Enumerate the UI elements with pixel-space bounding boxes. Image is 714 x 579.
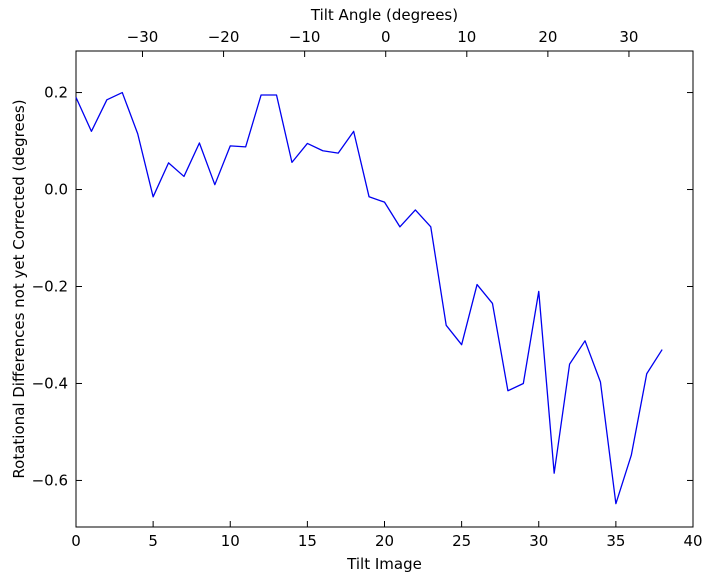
bottom-tick-label: 10 — [221, 532, 240, 550]
left-tick-label: 0.0 — [44, 181, 68, 199]
bottom-tick-label: 40 — [683, 532, 702, 550]
top-tick-label: −30 — [127, 28, 159, 46]
top-axis-label: Tilt Angle (degrees) — [310, 6, 459, 24]
top-tick-label: 30 — [619, 28, 638, 46]
bottom-tick-label: 5 — [148, 532, 158, 550]
top-tick-label: 10 — [457, 28, 476, 46]
top-tick-label: −20 — [208, 28, 240, 46]
left-tick-label: 0.2 — [44, 84, 68, 102]
left-tick-label: −0.4 — [32, 374, 68, 392]
top-tick-label: 20 — [538, 28, 557, 46]
left-tick-label: −0.6 — [32, 471, 68, 489]
left-axis-label: Rotational Differences not yet Corrected… — [10, 99, 28, 479]
plot-frame — [75, 50, 694, 528]
data-line-rotational_difference — [75, 91, 663, 505]
top-tick-label: −10 — [289, 28, 321, 46]
top-tick-label: 0 — [381, 28, 391, 46]
bottom-tick-label: 15 — [298, 532, 317, 550]
bottom-tick-label: 20 — [375, 532, 394, 550]
left-tick-label: −0.2 — [32, 278, 68, 296]
bottom-tick-label: 25 — [452, 532, 471, 550]
bottom-tick-label: 30 — [529, 532, 548, 550]
bottom-tick-label: 35 — [606, 532, 625, 550]
bottom-axis-label: Tilt Image — [347, 555, 422, 573]
bottom-tick-label: 0 — [71, 532, 81, 550]
